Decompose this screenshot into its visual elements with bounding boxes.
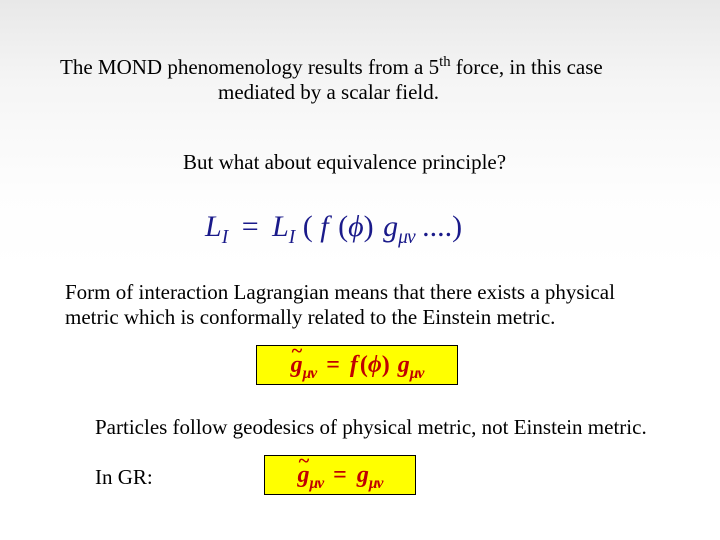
f-nu: ν [407, 227, 415, 248]
f-lp: ( [303, 210, 313, 243]
text-line-2: mediated by a scalar field. [218, 80, 439, 105]
h2-nu2: ν [377, 474, 383, 491]
text-line-3: But what about equivalence principle? [183, 150, 506, 175]
h1-nu: ν [310, 364, 316, 381]
f-rp2: ) [364, 210, 374, 243]
f-I2: I [289, 227, 296, 248]
formula-hl2-content: gμν = gμν [298, 462, 383, 489]
text-line-6: Particles follow geodesics of physical m… [95, 415, 647, 440]
h2-nu: ν [317, 474, 323, 491]
formula-hl1-content: gμν = f(ϕ) gμν [291, 352, 424, 379]
line1b: force, in this case [451, 55, 603, 79]
line1-sup: th [439, 54, 450, 70]
text-line-4: Form of interaction Lagrangian means tha… [65, 280, 615, 305]
f-L2: L [272, 210, 289, 243]
h1-eq: = [322, 352, 344, 378]
h2-gtilde: g [298, 462, 310, 489]
h2-mu2: μ [369, 474, 377, 491]
h2-eq: = [329, 462, 351, 488]
f-eq: = [236, 210, 265, 243]
text-line-7: In GR: [95, 465, 153, 490]
f-phi: ϕ [348, 210, 364, 243]
f-I1: I [222, 227, 229, 248]
h1-g: g [396, 352, 410, 378]
text-line-5: metric which is conformally related to t… [65, 305, 555, 330]
f-dots: .... [422, 210, 452, 243]
f-g: g [381, 210, 398, 243]
h2-g: g [357, 462, 369, 488]
h1-lp: ( [360, 352, 368, 378]
h1-rp: ) [382, 352, 390, 378]
h1-f: f [350, 352, 360, 378]
text-line-1: The MOND phenomenology results from a 5t… [60, 55, 603, 80]
h1-phi: ϕ [368, 352, 382, 378]
f-L1: L [205, 210, 222, 243]
line1a: The MOND phenomenology results from a 5 [60, 55, 439, 79]
formula-highlight-1: gμν = f(ϕ) gμν [256, 345, 458, 385]
f-lp2: ( [338, 210, 348, 243]
f-rp: ) [452, 210, 462, 243]
f-mu: μ [398, 227, 407, 248]
h1-gtilde: g [291, 352, 303, 379]
h1-nu2: ν [417, 364, 423, 381]
formula-highlight-2: gμν = gμν [264, 455, 416, 495]
formula-main: LI = LI ( f (ϕ) gμν ....) [205, 210, 462, 244]
f-f: f [320, 210, 330, 243]
